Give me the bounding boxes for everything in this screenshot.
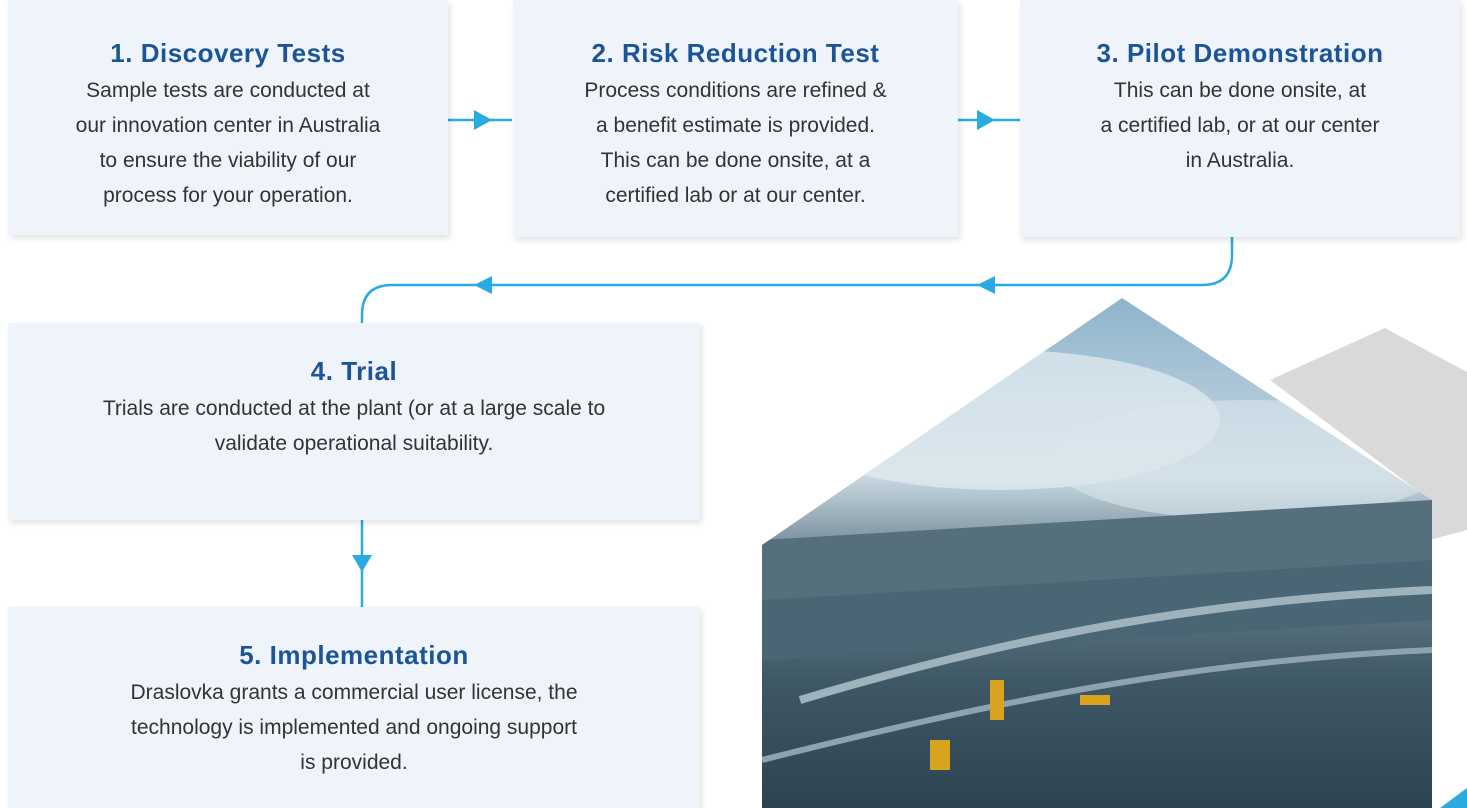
step-title: 5. Implementation: [8, 640, 700, 671]
body-line: Sample tests are conducted at: [8, 73, 448, 108]
body-line: in Australia.: [1020, 143, 1460, 178]
body-line: Process conditions are refined &: [513, 73, 958, 108]
body-line: certified lab or at our center.: [513, 178, 958, 213]
body-line: a certified lab, or at our center: [1020, 108, 1460, 143]
page: 1. Discovery Tests Sample tests are cond…: [0, 0, 1467, 808]
body-line: our innovation center in Australia: [8, 108, 448, 143]
body-line: validate operational suitability.: [8, 426, 700, 461]
body-line: process for your operation.: [8, 178, 448, 213]
step-box: 1. Discovery Tests Sample tests are cond…: [8, 0, 448, 235]
body-line: technology is implemented and ongoing su…: [8, 710, 700, 745]
step-box: 4. Trial Trials are conducted at the pla…: [8, 323, 700, 520]
step-body: This can be done onsite, at a certified …: [1020, 73, 1460, 178]
step-body: Sample tests are conducted at our innova…: [8, 73, 448, 213]
body-line: This can be done onsite, at: [1020, 73, 1460, 108]
step-box: 2. Risk Reduction Test Process condition…: [513, 0, 958, 237]
body-line: This can be done onsite, at a: [513, 143, 958, 178]
body-line: Trials are conducted at the plant (or at…: [8, 391, 700, 426]
body-line: to ensure the viability of our: [8, 143, 448, 178]
corner-accent: [1440, 788, 1467, 808]
step-title: 3. Pilot Demonstration: [1020, 38, 1460, 69]
step-body: Process conditions are refined & a benef…: [513, 73, 958, 213]
step-body: Draslovka grants a commercial user licen…: [8, 675, 700, 780]
body-line: is provided.: [8, 745, 700, 780]
step-box: 3. Pilot Demonstration This can be done …: [1020, 0, 1460, 237]
step-box: 5. Implementation Draslovka grants a com…: [8, 607, 700, 808]
step-title: 1. Discovery Tests: [8, 38, 448, 69]
body-line: a benefit estimate is provided.: [513, 108, 958, 143]
body-line: Draslovka grants a commercial user licen…: [8, 675, 700, 710]
step-title: 4. Trial: [8, 356, 700, 387]
step-body: Trials are conducted at the plant (or at…: [8, 391, 700, 461]
step-title: 2. Risk Reduction Test: [513, 38, 958, 69]
